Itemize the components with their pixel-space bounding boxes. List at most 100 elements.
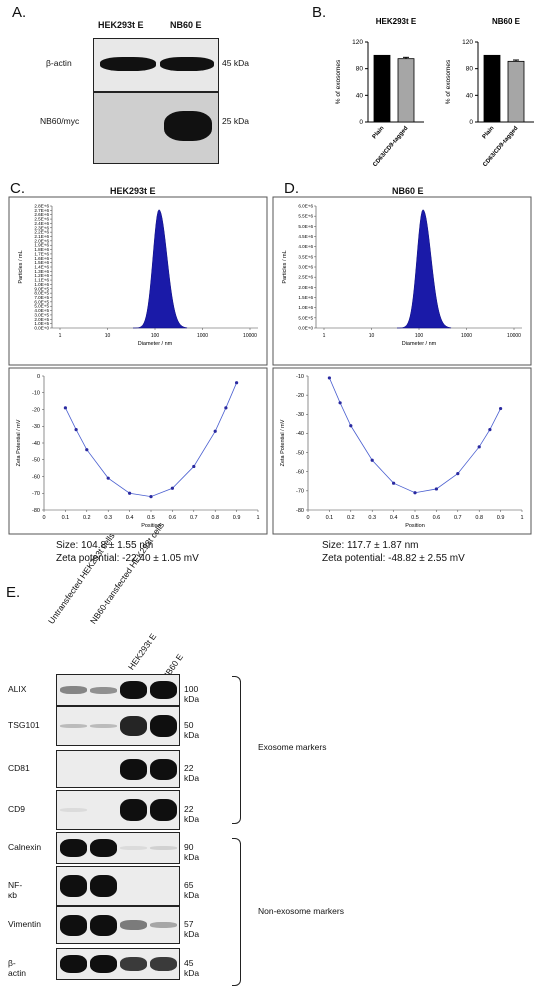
zp-x-tick-label: 0.2 <box>347 515 355 521</box>
hist-y-tick-label: 2.4E+6 <box>34 221 49 226</box>
hist-y-tick-label: 7.0E+5 <box>34 295 49 300</box>
zp-y-tick-label: 0 <box>37 374 40 380</box>
zp-point <box>499 406 503 411</box>
zp-point <box>106 476 110 480</box>
zp-x-tick-label: 0.6 <box>433 515 441 521</box>
zp-point <box>74 428 78 432</box>
panel-a-kda: 45 kDa <box>222 58 249 68</box>
blot-band <box>150 957 177 971</box>
zp-x-tick-label: 0.8 <box>211 515 219 521</box>
blot-band <box>150 799 177 821</box>
zp-y-tick-label: -60 <box>296 470 304 476</box>
hist-y-tick-label: 8.0E+5 <box>34 291 49 296</box>
bar-chart-title: HEK293t E <box>376 17 417 26</box>
zp-y-tick-label: -30 <box>32 424 40 430</box>
panel-e-lane-3: HEK293t E <box>126 631 159 672</box>
zp-x-tick-label: 0.3 <box>368 515 376 521</box>
hist-y-tick-label: 2.1E+6 <box>34 234 49 239</box>
panel-b-charts: HEK293t E% of exosomes04080120PlainCD63/… <box>335 17 534 168</box>
hist-y-tick-label: 3.0E+6 <box>298 265 313 270</box>
bar <box>373 54 391 123</box>
zp-y-tick-label: -60 <box>32 474 40 480</box>
hist-y-tick-label: 5.0E+5 <box>298 315 313 320</box>
hist-y-tick-label: 9.0E+5 <box>34 286 49 291</box>
hist-x-tick-label: 1000 <box>197 333 208 339</box>
panel-d-size: Size: 117.7 ± 1.87 nm <box>322 540 419 551</box>
panel-d-plots: 0.0E+0 5.0E+5 1.0E+6 1.5E+6 2.0E+6 2.5E+6 3.0E… <box>272 196 532 535</box>
panel-e-blot-row <box>56 706 180 746</box>
hist-y-tick-label: 1.9E+6 <box>34 243 49 248</box>
hist-x-tick-label: 1000 <box>461 333 472 339</box>
hist-y-tick-label: 2.0E+6 <box>298 285 313 290</box>
hist-y-tick-label: 1.3E+6 <box>34 269 49 274</box>
panel-c-plots: 0.0E+01.0E+52.0E+53.0E+54.0E+55.0E+56.0E… <box>8 196 268 535</box>
zp-ylabel: Zeta Potential / mV <box>280 419 286 466</box>
zp-y-tick-label: -30 <box>296 412 304 418</box>
panel-e-row-label: TSG101 <box>8 720 40 730</box>
zp-x-tick-label: 0.6 <box>169 515 177 521</box>
zp-point <box>477 445 481 449</box>
bar-y-tick-label: 80 <box>356 66 364 73</box>
panel-e-row-label: Vimentin <box>8 919 41 929</box>
panel-e-kda: 45 kDa <box>184 958 200 978</box>
hist-x-tick-label: 100 <box>151 333 160 339</box>
blot-band <box>90 724 117 728</box>
zp-y-tick-label: -80 <box>32 508 40 514</box>
zp-point <box>370 458 374 462</box>
zp-x-tick-label: 1 <box>256 515 259 521</box>
panel-e-row-label: NF-κb <box>8 880 23 900</box>
blot-band <box>90 915 117 936</box>
zp-point <box>224 406 228 410</box>
hist-y-tick-label: 1.7E+6 <box>34 251 49 256</box>
zp-point <box>235 381 239 385</box>
hist-xlabel: Diameter / nm <box>402 341 437 347</box>
hist-y-tick-label: 3.0E+5 <box>34 312 49 317</box>
zp-point <box>349 424 353 428</box>
bar-chart-ylabel: % of exosomes <box>335 59 342 104</box>
hist-y-tick-label: 1.0E+6 <box>34 282 49 287</box>
zp-y-tick-label: -20 <box>32 407 40 413</box>
hist-y-tick-label: 0.0E+0 <box>34 326 49 331</box>
zp-point <box>392 481 396 485</box>
panel-e-kda: 22 kDa <box>184 804 200 824</box>
zp-x-tick-label: 0.1 <box>62 515 70 521</box>
blot-band <box>120 846 147 850</box>
panel-e-row-label: CD9 <box>8 804 26 814</box>
panel-c-zeta: Zeta potential: -22.40 ± 1.05 mV <box>56 553 199 564</box>
panel-a-lane-1: HEK293t E <box>98 20 144 30</box>
blot-band <box>60 724 87 728</box>
hist-x-tick-label: 1 <box>59 333 62 339</box>
zp-point <box>434 487 438 491</box>
hist-y-tick-label: 2.7E+6 <box>34 208 49 213</box>
blot-band <box>90 955 117 973</box>
panel-e-row-label: β-actin <box>8 958 26 978</box>
hist-y-tick-label: 4.0E+5 <box>34 308 49 313</box>
hist-x-tick-label: 10000 <box>243 333 257 339</box>
zp-x-tick-label: 0.9 <box>233 515 241 521</box>
hist-y-tick-label: 6.0E+5 <box>34 299 49 304</box>
panel-e-blot-row <box>56 948 180 980</box>
zp-x-tick-label: 0.5 <box>147 515 155 521</box>
blot-band <box>150 922 177 928</box>
panel-e-kda: 22 kDa <box>184 763 200 783</box>
zp-y-tick-label: -50 <box>296 450 304 456</box>
panel-d-hist-frame <box>272 196 532 366</box>
exosome-brace <box>232 676 241 824</box>
panel-e-row-label: ALIX <box>8 684 27 694</box>
bar-y-tick-label: 40 <box>466 92 474 99</box>
panel-c-size: Size: 104.8 ± 1.55 nm <box>56 540 154 551</box>
hist-y-tick-label: 1.4E+6 <box>34 265 49 270</box>
panel-e-blot-row <box>56 750 180 788</box>
hist-y-tick-label: 1.0E+5 <box>34 321 49 326</box>
zp-point <box>192 464 196 469</box>
hist-y-tick-label: 0.0E+0 <box>298 326 313 331</box>
bar-y-tick-label: 0 <box>359 119 363 126</box>
hist-y-tick-label: 2.0E+6 <box>34 238 49 243</box>
panel-a-lane-2: NB60 E <box>170 20 202 30</box>
panel-d-title: NB60 E <box>392 186 424 196</box>
blot-band <box>90 875 117 897</box>
zp-y-tick-label: -70 <box>296 489 304 495</box>
blot-band <box>120 681 147 699</box>
panel-a-blot-actin <box>93 38 219 92</box>
zp-x-tick-label: 1 <box>520 515 523 521</box>
